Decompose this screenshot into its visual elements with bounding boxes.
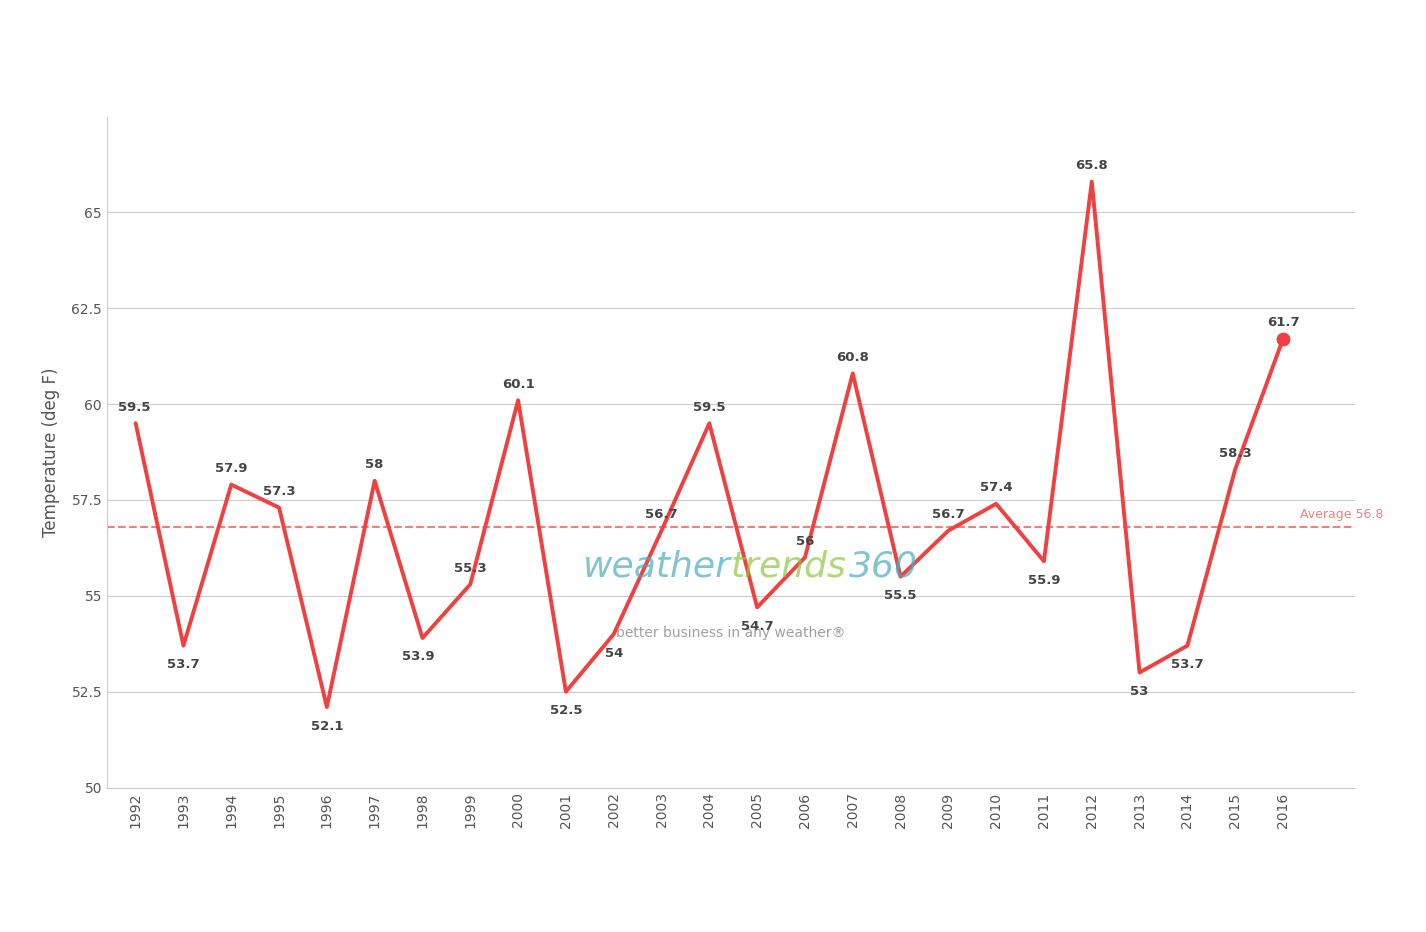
Text: 61.7: 61.7 [1266,316,1299,329]
Text: 53: 53 [1131,685,1149,698]
Text: Average 56.8: Average 56.8 [1299,508,1383,521]
Text: Hottest in 121 Years: Hottest in 121 Years [734,33,1129,65]
Text: 58.3: 58.3 [1219,446,1252,459]
Text: 65.8: 65.8 [1075,159,1108,172]
Text: 52.5: 52.5 [549,705,582,718]
Text: 54.7: 54.7 [740,620,773,633]
Text: 60.8: 60.8 [836,350,870,363]
Text: 53.9: 53.9 [402,651,435,664]
Text: 55.9: 55.9 [1028,574,1060,587]
Text: 56.7: 56.7 [933,508,964,521]
Text: 54: 54 [605,647,623,660]
Text: trends: trends [732,549,847,583]
Text: 52.1: 52.1 [311,720,344,733]
Text: March 2016 Temperatures – 2: March 2016 Temperatures – 2 [158,33,713,65]
Text: 56.7: 56.7 [645,508,677,521]
Text: 59.5: 59.5 [118,401,151,414]
Text: 59.5: 59.5 [693,401,726,414]
Y-axis label: Temperature (deg F): Temperature (deg F) [43,367,60,537]
Text: 360: 360 [850,549,918,583]
Text: 57.4: 57.4 [980,481,1012,494]
Text: 58: 58 [365,458,384,471]
Text: 55.5: 55.5 [884,589,917,602]
Text: 57.9: 57.9 [215,462,248,475]
Text: 53.7: 53.7 [1171,658,1204,671]
Text: 60.1: 60.1 [502,377,535,391]
Text: 57.3: 57.3 [262,485,295,498]
Text: 56: 56 [796,535,814,548]
Text: better business in any weather®: better business in any weather® [616,626,846,640]
Text: 53.7: 53.7 [167,658,200,671]
Text: weather: weather [583,549,732,583]
Text: 55.3: 55.3 [453,562,486,575]
Text: nd: nd [713,25,742,44]
